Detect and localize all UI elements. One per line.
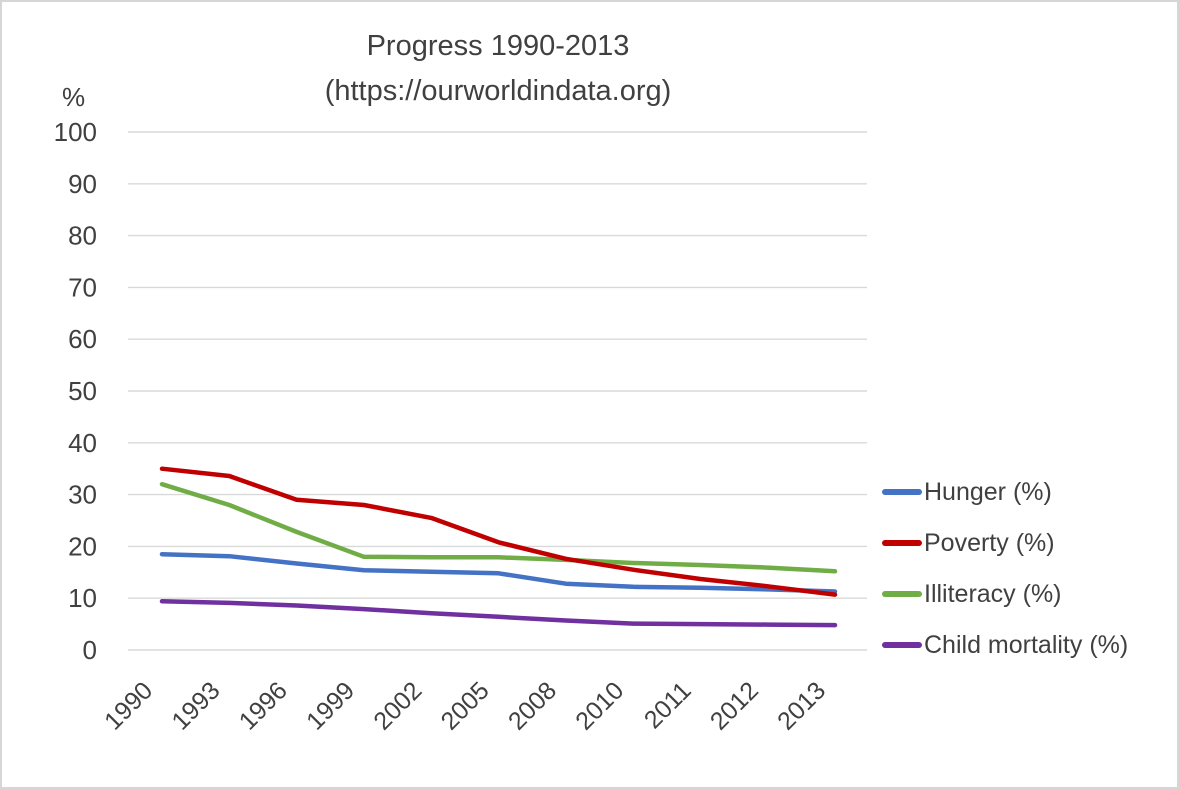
x-tick-label: 2002 — [368, 676, 427, 735]
gridlines-group — [128, 131, 867, 651]
x-tick-label: 1990 — [99, 676, 158, 735]
series-line-poverty — [159, 466, 838, 597]
x-tick-label: 2008 — [503, 676, 562, 735]
y-tick-label: 20 — [68, 531, 97, 561]
chart-title: Progress 1990-2013 (https://ourworldinda… — [128, 24, 868, 114]
series-line-illiteracy — [159, 481, 838, 574]
y-tick-label: 50 — [68, 376, 97, 406]
legend-label: Illiteracy (%) — [924, 579, 1062, 608]
legend-label: Poverty (%) — [924, 528, 1055, 557]
y-tick-label: 90 — [68, 169, 97, 199]
y-tick-label: 40 — [68, 428, 97, 458]
chart-title-line2: (https://ourworldindata.org) — [324, 75, 672, 107]
chart-title-line1: Progress 1990-2013 — [366, 30, 630, 62]
legend-swatch-icon — [882, 591, 922, 597]
y-tick-label: 60 — [68, 324, 97, 354]
y-tick-label: 100 — [54, 117, 97, 147]
y-tick-labels-group: 0 10 20 30 40 50 60 70 80 90 100 — [54, 117, 97, 665]
legend-label: Hunger (%) — [924, 477, 1052, 506]
y-tick-label: 80 — [68, 221, 97, 251]
series-line-hunger — [159, 551, 838, 594]
legend-item-child-mortality: Child mortality (%) — [882, 628, 1128, 662]
legend-item-illiteracy: Illiteracy (%) — [882, 577, 1128, 611]
x-tick-label: 2005 — [436, 676, 495, 735]
x-tick-label: 2010 — [570, 676, 629, 735]
legend-item-hunger: Hunger (%) — [882, 475, 1128, 509]
y-tick-label: 10 — [68, 583, 97, 613]
y-tick-label: 70 — [68, 272, 97, 302]
y-axis-unit-label: % — [62, 82, 86, 112]
legend-swatch-icon — [882, 642, 922, 648]
legend-swatch-icon — [882, 540, 922, 546]
x-tick-label: 1993 — [166, 676, 225, 735]
y-tick-label: 0 — [83, 635, 97, 665]
chart-legend: Hunger (%) Poverty (%) Illiteracy (%) Child… — [882, 475, 1128, 679]
legend-item-poverty: Poverty (%) — [882, 526, 1128, 560]
legend-label: Child mortality (%) — [924, 630, 1129, 659]
x-tick-label: 1999 — [301, 676, 360, 735]
y-tick-label: 30 — [68, 480, 97, 510]
x-tick-label: 2013 — [772, 676, 831, 735]
x-tick-label: 2011 — [639, 676, 697, 734]
series-line-child-mortality — [159, 599, 838, 628]
x-tick-labels-group: 1990 1993 1996 1999 2002 2005 2008 2010 2011 2012… — [99, 676, 831, 735]
legend-swatch-icon — [882, 489, 922, 495]
series-lines-group — [159, 466, 838, 628]
x-tick-label: 1996 — [234, 676, 293, 735]
x-tick-label: 2012 — [705, 676, 764, 735]
